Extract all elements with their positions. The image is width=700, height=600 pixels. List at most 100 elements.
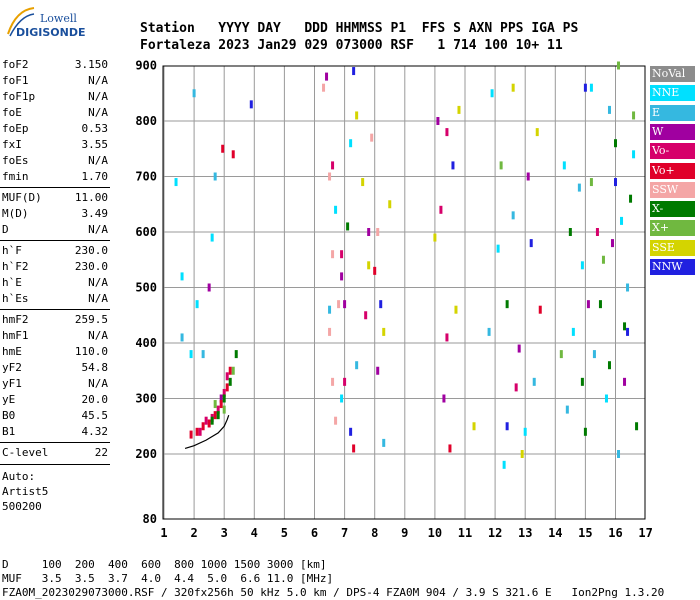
echo-point-x [210, 416, 214, 425]
param-divider [0, 187, 110, 188]
echo-point-vo [216, 405, 220, 414]
header-line2: Fortaleza 2023 Jan29 029 073000 RSF 1 71… [140, 38, 563, 53]
logo-line1: Lowell [40, 12, 77, 25]
y-tick-label: 700 [135, 170, 157, 184]
param-value: N/A [88, 106, 108, 119]
legend-item-nnw: NNW [650, 259, 695, 275]
echo-point-nne [604, 394, 608, 403]
echo-point-x [598, 300, 602, 309]
echo-point-vo [189, 430, 193, 439]
legend-item-x: X- [650, 201, 695, 218]
x-tick-label: 6 [311, 526, 318, 540]
echo-point-w [610, 239, 614, 248]
y-tick-label: 300 [135, 392, 157, 406]
echo-point-e [565, 405, 569, 414]
param-name: D [2, 223, 9, 236]
echo-point-w [623, 377, 627, 386]
echo-point-x [617, 61, 621, 70]
param-name: B1 [2, 425, 16, 438]
echo-point-vo [213, 411, 217, 420]
footer-line1: D 100 200 400 600 800 1000 1500 3000 [km… [2, 558, 327, 571]
echo-point-nnw [352, 67, 356, 76]
param-name: h`E [2, 276, 22, 289]
legend-item-nne: NNE [650, 85, 695, 102]
param-name: foF1p [2, 90, 36, 103]
param-value: 1.70 [81, 170, 109, 183]
param-row-ye: yE 20.0 [2, 393, 108, 409]
echo-point-ssw [334, 416, 338, 425]
echo-point-w [340, 272, 344, 281]
param-row-yf2: yF2 54.8 [2, 361, 108, 377]
param-row-hmf1: hmF1 N/A [2, 329, 108, 345]
echo-point-x [222, 394, 226, 403]
echo-point-nne [180, 272, 184, 281]
param-value: N/A [88, 154, 108, 167]
echo-point-x [607, 361, 611, 370]
echo-point-w [343, 300, 347, 309]
x-tick-label: 13 [518, 526, 532, 540]
echo-point-e [617, 450, 621, 458]
echo-point-e [201, 350, 205, 359]
param-value: N/A [88, 292, 108, 305]
echo-point-w [325, 72, 329, 81]
param-value: 54.8 [81, 361, 109, 374]
echo-point-x [629, 194, 633, 203]
echo-point-x [614, 139, 617, 148]
echo-point-sse [511, 83, 515, 92]
y-tick-label: 900 [135, 59, 157, 73]
param-name: foEp [2, 122, 29, 135]
echo-point-nne [496, 244, 500, 253]
echo-point-vo [439, 205, 443, 214]
echo-point-w [586, 300, 590, 309]
footer: D 100 200 400 600 800 1000 1500 3000 [km… [2, 558, 664, 600]
echo-point-x [623, 322, 627, 331]
echo-point-nne [340, 394, 344, 403]
param-name: C-level [2, 446, 49, 459]
profile-curve [184, 414, 230, 450]
param-row-fxi: fxI 3.55 [2, 138, 108, 154]
echo-point-ssw [322, 83, 326, 92]
param-divider [0, 464, 110, 465]
legend-item-vo: Vo+ [650, 162, 695, 179]
echo-point-vo [352, 444, 356, 453]
echo-point-vo [225, 383, 229, 392]
echo-point-x [346, 222, 350, 231]
echo-point-vo [219, 400, 223, 409]
x-tick-label: 16 [608, 526, 622, 540]
param-value: 3.150 [74, 58, 108, 71]
plot-frame [162, 65, 646, 520]
param-divider [0, 309, 110, 310]
echo-point-vo [201, 422, 205, 431]
echo-point-nne [195, 300, 199, 309]
echo-point-nnw [451, 161, 455, 170]
param-value: 259.5 [74, 313, 108, 326]
echo-point-nnw [379, 300, 383, 309]
echo-point-x [589, 178, 593, 187]
echo-point-vo [538, 305, 542, 314]
param-row-fof1p: foF1p N/A [2, 90, 108, 106]
echo-point-sse [382, 327, 386, 336]
param-row-yf1: yF1 N/A [2, 377, 108, 393]
legend-item-x: X+ [650, 220, 695, 237]
echo-point-nne [189, 350, 193, 359]
x-tick-label: 4 [251, 526, 258, 540]
echo-point-nnw [249, 100, 253, 109]
param-name: hmF2 [2, 313, 29, 326]
echo-point-x [231, 366, 235, 375]
echo-point-nne [589, 83, 593, 92]
x-tick-label: 17 [638, 526, 652, 540]
param-value: 11.00 [74, 191, 108, 204]
echo-point-ssw [331, 377, 335, 386]
param-row-foep: foEp 0.53 [2, 122, 108, 138]
param-value: 0.53 [81, 122, 109, 135]
param-value: N/A [88, 329, 108, 342]
y-tick-label: 80 [143, 512, 157, 526]
echo-point-vo [445, 333, 449, 342]
echo-point-w [376, 366, 380, 375]
param-row-hes: h`Es N/A [2, 292, 108, 308]
legend-item-vo: Vo- [650, 143, 695, 160]
echo-point-vo [198, 427, 202, 436]
legend-item-noval: NoVal [650, 66, 695, 82]
echo-point-e [213, 172, 217, 181]
param-value: 20.0 [81, 393, 109, 406]
